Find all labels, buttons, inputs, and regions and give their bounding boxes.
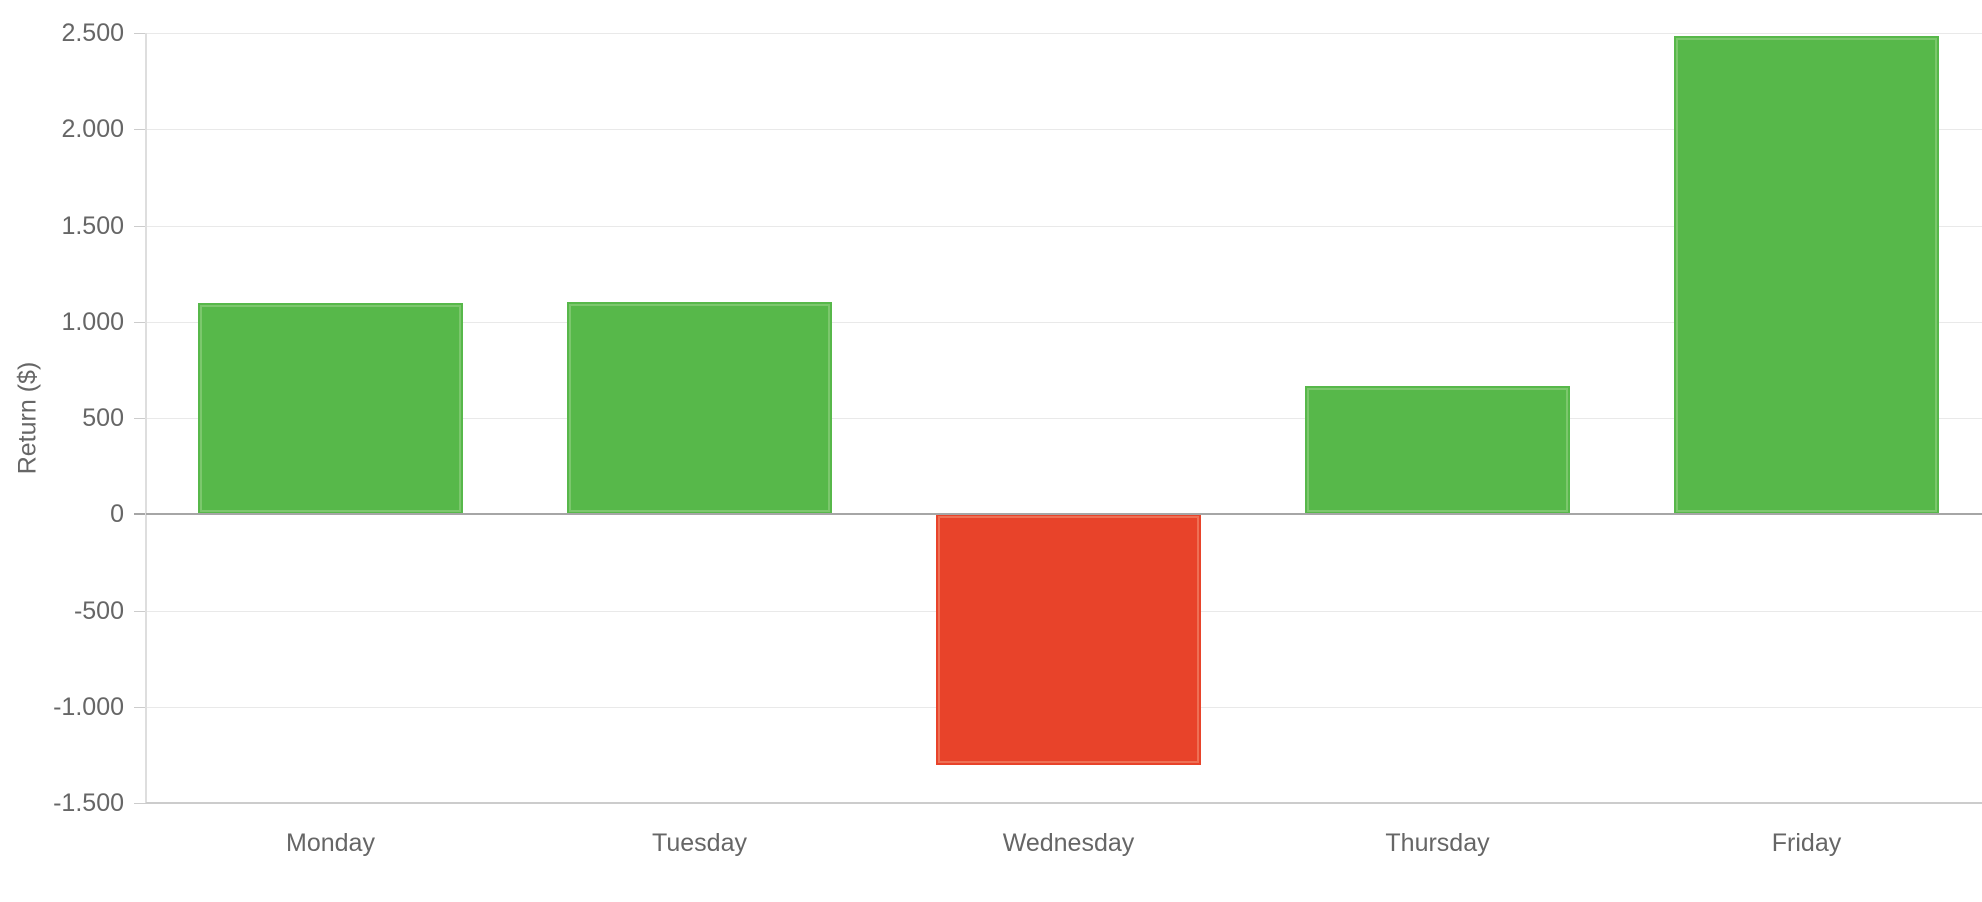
bar-thursday[interactable] <box>1305 386 1570 515</box>
x-category-label: Friday <box>1771 829 1842 857</box>
y-tick-mark <box>134 803 146 804</box>
gridline <box>146 129 1982 131</box>
y-tick-label: 2.500 <box>61 19 124 47</box>
y-tick-mark <box>134 225 146 227</box>
x-category-label: Wednesday <box>1002 829 1135 857</box>
gridline <box>146 321 1982 323</box>
bar-friday[interactable] <box>1674 35 1939 515</box>
y-tick-mark <box>134 610 146 612</box>
y-tick-label: 2.000 <box>61 115 124 144</box>
y-tick-mark <box>134 129 146 131</box>
gridline <box>146 225 1982 227</box>
zero-line <box>146 513 1982 516</box>
y-tick-label: -1.500 <box>53 789 124 817</box>
y-tick-label: 1.500 <box>61 211 124 240</box>
y-tick-mark <box>134 513 146 516</box>
y-tick-mark <box>134 321 146 323</box>
x-category-label: Monday <box>286 829 375 857</box>
y-axis-line <box>145 33 147 803</box>
x-category-label: Tuesday <box>652 829 747 857</box>
y-tick-label: -1.000 <box>53 692 124 721</box>
x-category-label: Thursday <box>1385 829 1490 857</box>
y-tick-label: 500 <box>82 404 124 432</box>
y-tick-label: 1.000 <box>61 307 124 336</box>
bar-wednesday[interactable] <box>936 514 1201 765</box>
gridline <box>146 33 1982 34</box>
y-tick-mark <box>134 33 146 34</box>
gridline <box>146 802 1982 804</box>
y-tick-mark <box>134 706 146 708</box>
bar-monday[interactable] <box>198 302 463 515</box>
y-tick-label: 0 <box>110 500 124 529</box>
y-tick-mark <box>134 418 146 419</box>
gridline <box>146 418 1982 419</box>
y-tick-label: -500 <box>73 596 124 625</box>
bar-tuesday[interactable] <box>567 301 832 515</box>
